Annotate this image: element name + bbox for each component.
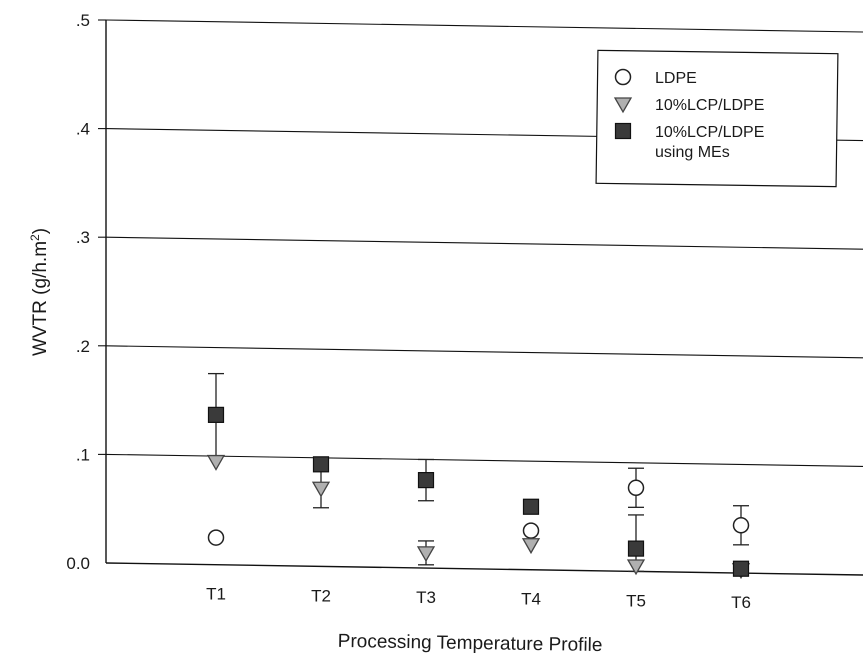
y-axis-title: WVTR (g/h.m2) [28, 228, 51, 356]
legend: LDPE 10%LCP/LDPE 10%LCP/LDPE using MEs [595, 49, 839, 188]
legend-label: 10%LCP/LDPE [655, 97, 764, 114]
y-tick-label: .4 [76, 120, 90, 139]
x-tick-label: T4 [521, 590, 541, 609]
x-tick-label: T1 [206, 585, 226, 604]
grid-line [105, 345, 863, 359]
x-tick-label: T6 [731, 593, 751, 612]
grid-line [105, 453, 863, 467]
data-point [416, 546, 436, 563]
legend-marker [613, 97, 633, 114]
y-axis-title-main: WVTR (g/h.m [30, 241, 51, 356]
y-axis-title-suffix: ) [30, 228, 51, 234]
x-axis-title: Processing Temperature Profile [338, 631, 603, 656]
data-point [732, 560, 750, 577]
x-tick-label: T5 [626, 591, 646, 610]
x-tick-label: T2 [311, 586, 331, 605]
data-point [732, 517, 750, 534]
data-point [417, 472, 435, 489]
data-point [627, 540, 645, 557]
y-tick-label: 0.0 [66, 554, 90, 573]
y-tick-labels: .5 .4 .3 .2 .1 0.0 [66, 11, 90, 573]
y-tick-label: .3 [76, 228, 90, 247]
legend-label: LDPE [655, 70, 697, 87]
data-point [312, 456, 330, 473]
grid-line [105, 19, 863, 33]
y-tick-label: .2 [76, 337, 90, 356]
data-point [627, 479, 645, 497]
legend-label: 10%LCP/LDPE [655, 124, 764, 141]
data-point [311, 481, 331, 498]
data-point [206, 454, 226, 471]
data-point [207, 529, 225, 546]
x-axis [105, 562, 863, 576]
legend-label: using MEs [655, 144, 730, 161]
y-tick-label: .1 [76, 445, 90, 464]
data-point [522, 498, 540, 515]
y-tick-label: .5 [76, 11, 90, 30]
data-point [626, 559, 646, 576]
legend-marker [614, 122, 632, 140]
data-point [522, 522, 540, 539]
legend-marker [614, 68, 632, 86]
error-bars [208, 372, 749, 573]
data-point [521, 538, 541, 555]
x-tick-label: T3 [416, 588, 436, 607]
grid-lines [98, 19, 863, 467]
grid-line [105, 236, 863, 250]
legend-box [595, 49, 839, 188]
x-tick-labels: T1 T2 T3 T4 T5 T6 [206, 585, 751, 612]
data-markers [206, 406, 751, 580]
data-point [207, 406, 225, 423]
y-axis-title-sup: 2 [28, 234, 42, 241]
